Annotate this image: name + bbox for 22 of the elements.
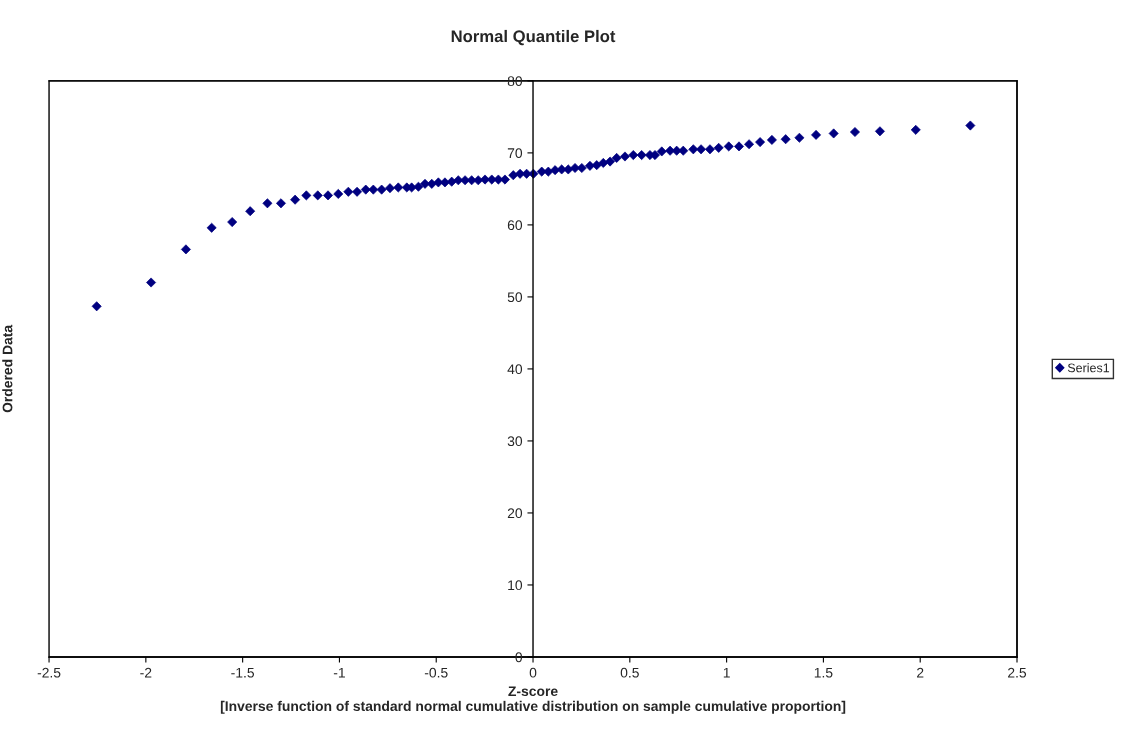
x-tick-label: 0 (529, 667, 537, 678)
x-tick-label: 2.5 (1008, 667, 1027, 678)
y-tick-label: 10 (508, 580, 523, 591)
x-tick-label: 1.5 (814, 667, 833, 678)
x-axis-title: Z-score [Inverse function of standard normal cumulative distribution on sample cumulative proportion] (220, 686, 846, 714)
y-tick-label: 40 (507, 364, 523, 375)
y-tick-label: 30 (507, 436, 523, 447)
y-tick-label: 50 (507, 292, 523, 303)
legend-label: Series1 (1067, 363, 1110, 373)
chart-title: Normal Quantile Plot (451, 29, 616, 46)
y-axis-title: Ordered Data (2, 324, 13, 413)
x-tick-label: -2.5 (37, 667, 61, 678)
y-tick-label: 20 (507, 508, 523, 519)
x-tick-label: -0.5 (424, 667, 448, 678)
x-tick-label: -2 (140, 667, 152, 678)
x-tick-label: -1 (333, 667, 345, 678)
x-tick-label: 2 (917, 667, 924, 678)
x-tick-label: 0.5 (620, 667, 639, 678)
y-tick-label: 70 (507, 148, 523, 159)
x-tick-label: 1 (723, 667, 730, 678)
x-tick-label: -1.5 (231, 667, 255, 678)
y-tick-label: 60 (507, 220, 523, 231)
